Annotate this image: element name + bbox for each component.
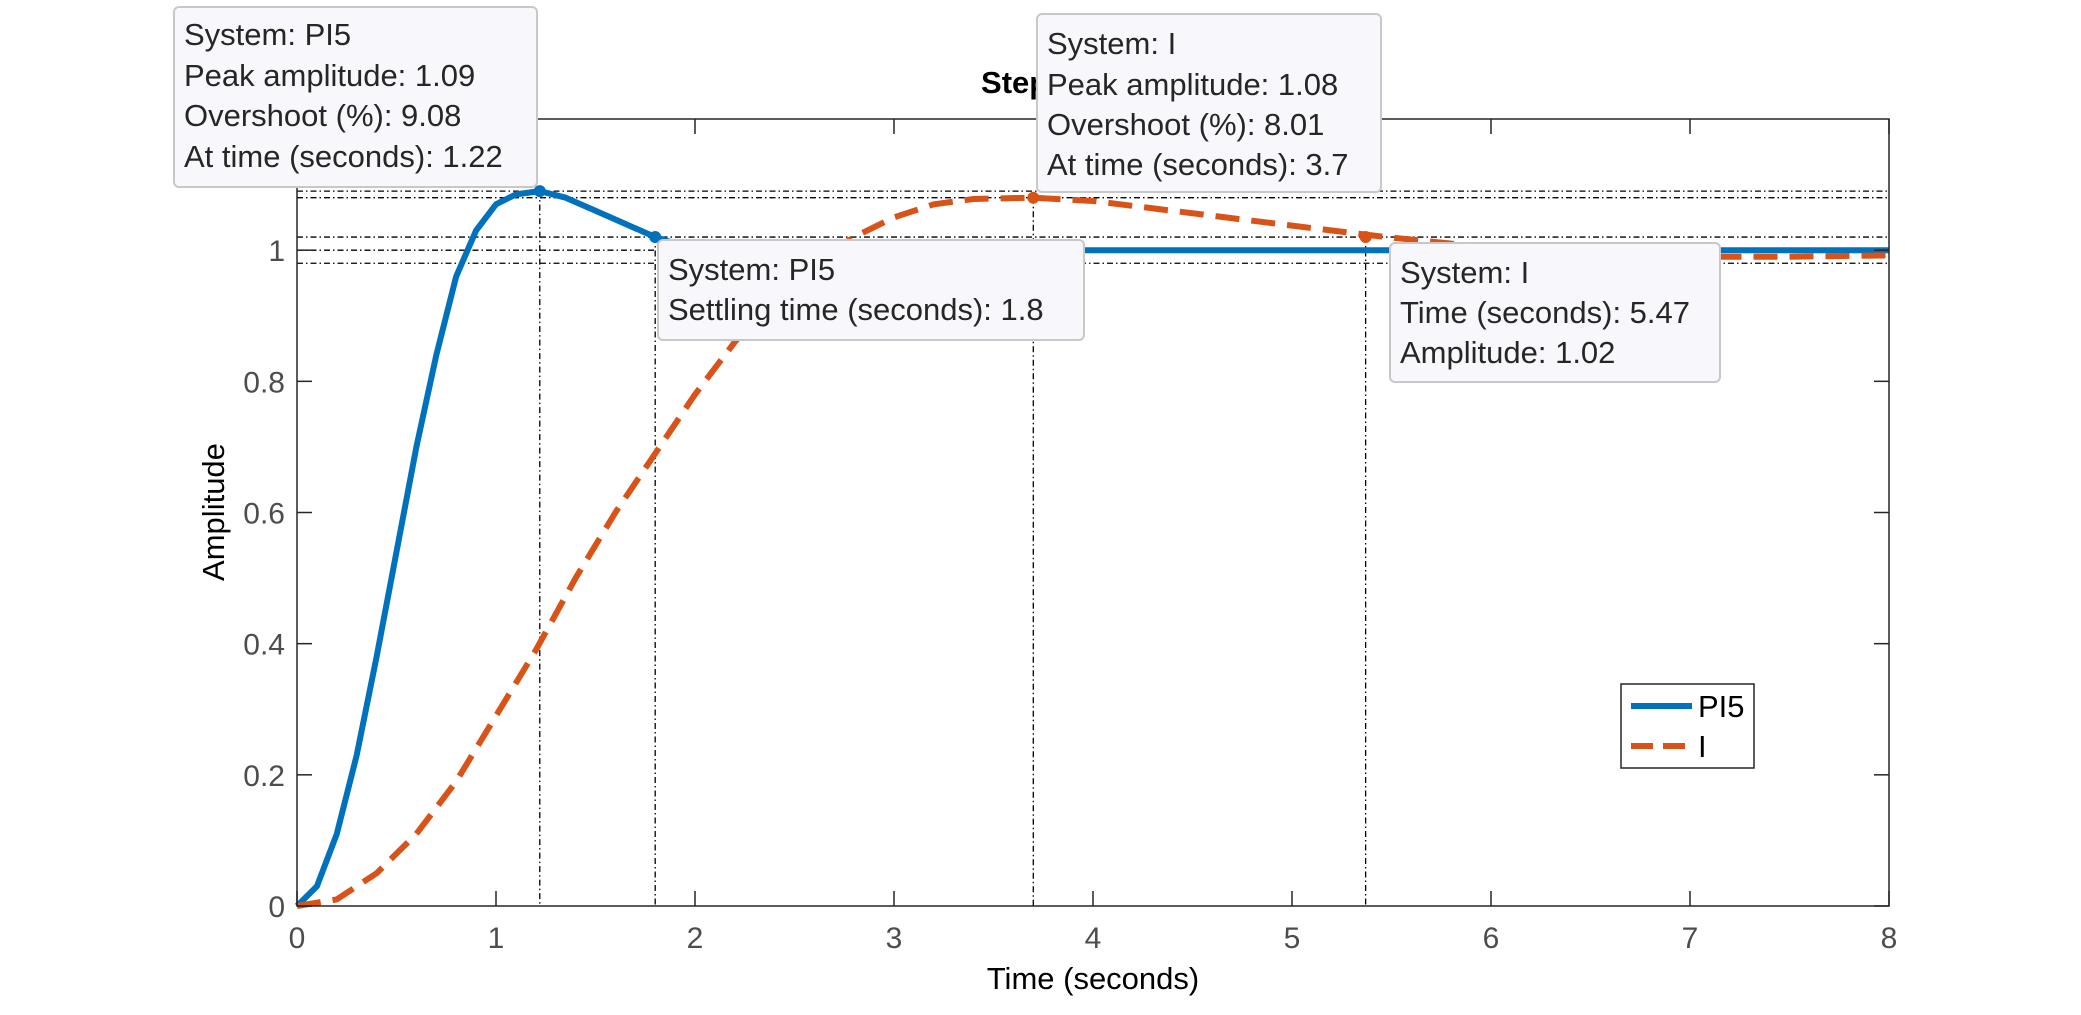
datatip-line: Overshoot (%): 9.08 (184, 98, 461, 133)
marker-pi5-settling (649, 231, 662, 244)
marker-i-settling (1359, 231, 1372, 244)
marker-i-peak (1027, 191, 1040, 204)
datatip-line: System: I (1400, 255, 1529, 290)
y-tick-label: 1 (268, 235, 285, 268)
datatip-pi5-settling[interactable]: System: PI5 Settling time (seconds): 1.8 (657, 239, 1085, 341)
datatip-box (1389, 242, 1721, 383)
datatip-line: At time (seconds): 1.22 (184, 139, 503, 174)
legend-label-i: I (1698, 729, 1707, 764)
datatip-line: Peak amplitude: 1.08 (1047, 67, 1338, 102)
datatip-box (173, 6, 538, 188)
y-tick-label: 0.2 (243, 760, 285, 793)
datatip-line: Time (seconds): 5.47 (1400, 295, 1690, 330)
x-tick-label: 4 (1085, 922, 1102, 955)
datatip-line: Amplitude: 1.02 (1400, 335, 1615, 370)
datatip-pi5-peak[interactable]: System: PI5 Peak amplitude: 1.09 Oversho… (173, 6, 538, 188)
x-tick-label: 0 (289, 922, 306, 955)
x-tick-label: 6 (1483, 922, 1500, 955)
characteristic-markers (533, 185, 1372, 244)
legend-box (1620, 683, 1755, 769)
x-tick-label: 1 (488, 922, 505, 955)
datatip-line: System: PI5 (668, 252, 835, 287)
datatip-line: Overshoot (%): 8.01 (1047, 107, 1324, 142)
y-tick-label: 0.8 (243, 366, 285, 399)
x-axis-label: Time (seconds) (987, 961, 1199, 996)
datatip-i-point[interactable]: System: I Time (seconds): 5.47 Amplitude… (1389, 242, 1721, 383)
x-tick-label: 2 (687, 922, 704, 955)
x-tick-label: 8 (1881, 922, 1898, 955)
y-axis-label: Amplitude (196, 443, 231, 581)
marker-pi5-peak (533, 185, 546, 198)
series-line-i (296, 194, 1890, 909)
datatip-line: System: I (1047, 26, 1176, 61)
datatip-i-peak[interactable]: System: I Peak amplitude: 1.08 Overshoot… (1036, 13, 1382, 193)
legend[interactable]: PI5 I (1620, 683, 1755, 769)
y-tick-labels: 0 0.2 0.4 0.6 0.8 1 (243, 235, 285, 924)
datatip-box (657, 239, 1085, 341)
x-tick-labels: 0 1 2 3 4 5 6 7 8 (289, 922, 1898, 955)
datatip-line: Peak amplitude: 1.09 (184, 58, 475, 93)
x-tick-label: 3 (886, 922, 903, 955)
datatip-box (1036, 13, 1382, 193)
y-tick-label: 0.6 (243, 498, 285, 531)
y-tick-label: 0.4 (243, 629, 285, 662)
legend-label-pi5: PI5 (1698, 689, 1745, 724)
datatip-line: At time (seconds): 3.7 (1047, 147, 1349, 182)
x-tick-label: 7 (1682, 922, 1699, 955)
datatip-line: Settling time (seconds): 1.8 (668, 292, 1044, 327)
x-tick-label: 5 (1284, 922, 1301, 955)
y-tick-label: 0 (268, 891, 285, 924)
datatip-line: System: PI5 (184, 17, 351, 52)
